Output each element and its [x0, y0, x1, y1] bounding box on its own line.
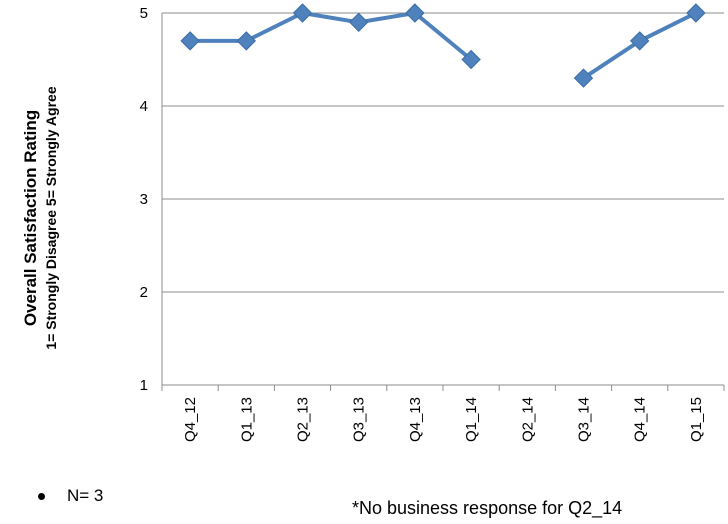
data-point: [180, 31, 200, 51]
data-point: [629, 31, 650, 51]
x-tick-label: Q1_15: [688, 397, 705, 442]
y-tick-label: 5: [140, 5, 148, 22]
x-tick-label: Q4_13: [407, 397, 424, 442]
bullet-dot: [38, 493, 45, 501]
series-points: [180, 3, 706, 88]
sample-size-text: N= 3: [67, 486, 104, 505]
data-point: [348, 12, 369, 33]
gridlines: [161, 12, 725, 391]
x-tick-label: Q4_12: [182, 397, 199, 442]
series-line: [190, 11, 697, 80]
x-tick-label: Q4_14: [632, 397, 649, 442]
y-axis-label-line1: Overall Satisfaction Rating: [21, 110, 40, 326]
x-tick-label: Q3_14: [576, 397, 593, 442]
data-point: [236, 31, 257, 51]
data-point: [461, 49, 481, 70]
x-tick-label: Q1_14: [463, 397, 480, 442]
data-point: [686, 3, 706, 23]
data-point: [573, 68, 594, 88]
x-tick-label: Q3_13: [351, 397, 368, 442]
y-tick-label: 2: [140, 284, 148, 301]
footnote: *No business response for Q2_14: [352, 498, 623, 518]
y-axis-label-line2: 1= Strongly Disagree 5= Strongly Agree: [43, 86, 59, 349]
series-line-segment: [190, 11, 473, 62]
y-tick-label: 1: [140, 377, 148, 394]
x-tick-labels: Q4_12 Q1_13 Q2_13 Q3_13 Q4_13 Q1_14 Q2_14 Q3_14…: [182, 397, 705, 442]
y-tick-label: 4: [140, 98, 148, 115]
data-point: [292, 3, 313, 23]
y-axis-label: Overall Satisfaction Rating 1= Strongly …: [21, 86, 59, 349]
x-tick-label: Q1_13: [238, 397, 255, 442]
x-tick-label: Q2_14: [519, 397, 536, 442]
sample-size-bullet: N= 3: [38, 486, 103, 506]
x-tick-label: Q2_13: [295, 397, 312, 442]
y-tick-labels: 1 2 3 4 5: [140, 5, 148, 394]
data-point: [405, 3, 425, 23]
y-tick-label: 3: [140, 191, 148, 208]
